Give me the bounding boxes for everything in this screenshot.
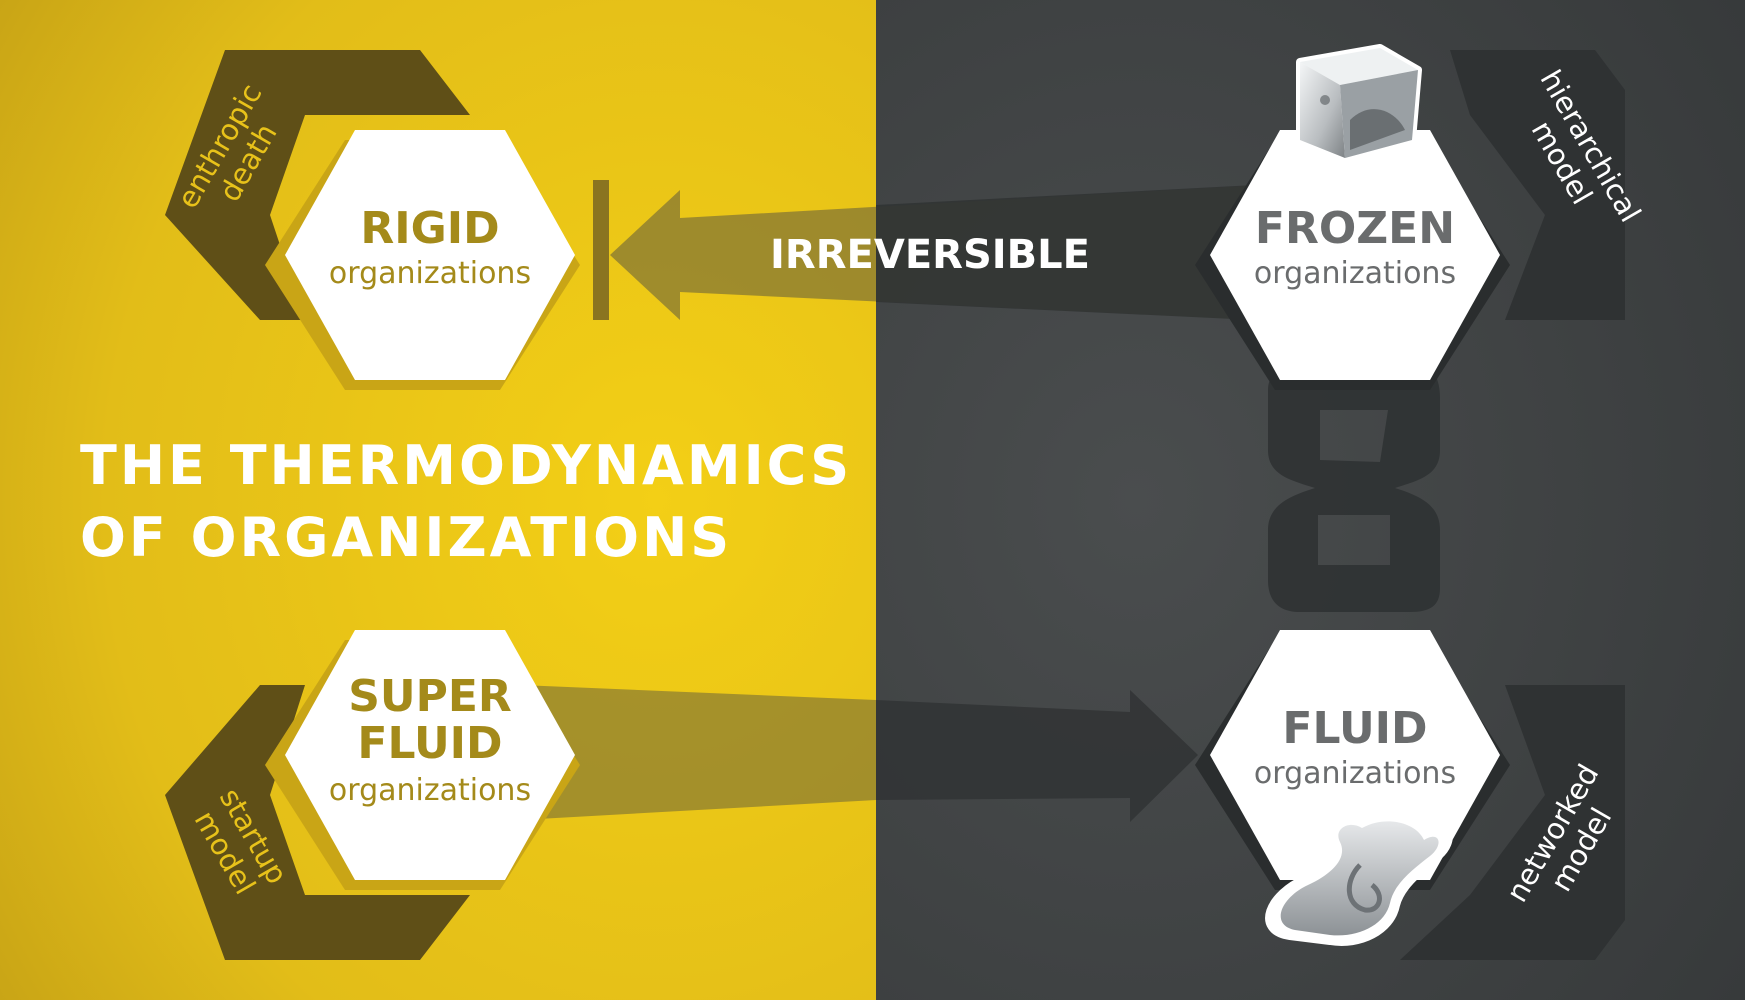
- ice-cube-icon: [1296, 44, 1422, 162]
- rigid-title: RIGID: [360, 203, 499, 254]
- liquid-splash-icon: [1265, 809, 1453, 946]
- frozen-subtitle: organizations: [1254, 256, 1456, 291]
- irreversible-arrow: [593, 180, 1260, 320]
- fluid-chevron: [1400, 685, 1625, 960]
- superfluid-subtitle: organizations: [329, 773, 531, 808]
- superfluid-title-line1: SUPER: [348, 671, 512, 722]
- superfluid-title-line2: FLUID: [357, 718, 502, 769]
- rigid-subtitle: organizations: [329, 256, 531, 291]
- irreversible-label: IRREVERSIBLE: [770, 232, 1090, 278]
- fluid-title: FLUID: [1282, 703, 1427, 754]
- fluid-subtitle: organizations: [1254, 756, 1456, 791]
- main-title-line2: OF ORGANIZATIONS: [80, 506, 732, 569]
- frozen-chevron: [1405, 50, 1625, 320]
- superfluid-to-fluid-arrow: [520, 685, 1198, 822]
- irreversible-barrier: [593, 180, 609, 320]
- rigid-hexagon[interactable]: [285, 130, 575, 380]
- superfluid-chevron: [165, 685, 470, 960]
- frozen-hexagon[interactable]: [1210, 130, 1500, 380]
- rigid-chevron: [165, 50, 470, 320]
- superfluid-hexagon[interactable]: [285, 630, 575, 880]
- fluid-hexagon[interactable]: [1210, 630, 1500, 880]
- frozen-title: FROZEN: [1255, 203, 1455, 254]
- infinity-loop-icon: [1268, 360, 1440, 612]
- main-title-line1: THE THERMODYNAMICS: [80, 434, 852, 497]
